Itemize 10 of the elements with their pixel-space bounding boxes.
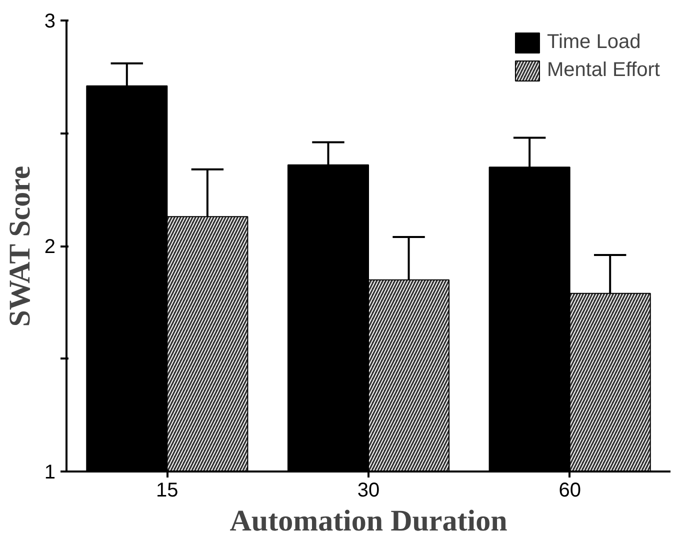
x-tick-label: 15 [156,480,178,502]
x-tick-label: 60 [558,480,581,502]
y-axis-title: SWAT Score [3,166,36,327]
x-axis-title: Automation Duration [230,504,508,538]
y-tick-label: 2 [44,236,56,258]
legend-label: Mental Effort [546,59,660,82]
legend-label: Time Load [546,31,641,54]
x-tick-label: 30 [357,480,380,502]
y-tick-label: 1 [44,462,56,484]
y-tick-label: 3 [44,10,56,32]
